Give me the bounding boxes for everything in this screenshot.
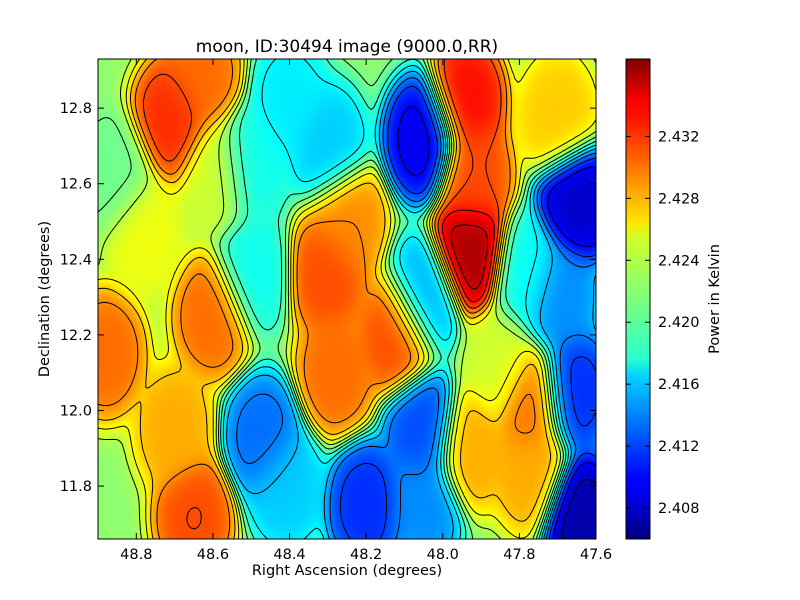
contour-line [222,59,596,539]
x-tick-label: 48.2 [350,547,382,563]
plot-frame [97,58,597,540]
contour-line [220,59,596,539]
contour-line [226,70,596,539]
x-tick-label: 48.8 [120,547,152,563]
y-tick-label: 12.0 [60,403,92,419]
contour-line [98,59,596,539]
plot-area [97,58,597,540]
contour-line [339,85,596,539]
y-axis-label: Declination (degrees) [37,221,53,377]
y-tick-label: 12.6 [60,177,92,193]
colorbar-tick-label: 2.420 [658,315,700,331]
chart-title: moon, ID:30494 image (9000.0,RR) [196,37,498,57]
y-tick-label: 12.8 [60,101,92,117]
colorbar-tick-label: 2.428 [658,191,700,207]
colorbar-tick-label: 2.416 [658,377,700,393]
x-tick-label: 48.6 [197,547,229,563]
contour-line [236,77,596,539]
contour-line [562,478,596,539]
x-tick-label: 47.8 [503,547,535,563]
y-axis: 11.8 12.0 12.2 12.4 12.6 12.8 [60,101,596,495]
colorbar-tick-label: 2.432 [658,129,700,145]
contour-line [397,106,596,539]
contour-line [450,224,489,290]
heatmap-image [98,59,596,539]
contour-line [142,59,502,530]
colorbar-ticks: 2.408 2.412 2.416 2.420 2.424 2.428 2.432 [626,129,700,517]
contour-lines [98,59,596,539]
x-axis-label: Right Ascension (degrees) [252,563,442,579]
contour-line [98,59,536,539]
x-tick-label: 48.4 [273,547,305,563]
colorbar-tick-label: 2.424 [658,253,700,269]
colorbar-tick-label: 2.412 [658,439,700,455]
x-axis: 48.8 48.6 48.4 48.2 48.0 47.8 47.6 [120,59,612,563]
contour-line [98,59,596,539]
contour-line [442,209,495,303]
contour-line [98,59,552,539]
x-tick-label: 48.0 [427,547,459,563]
contour-line [98,59,596,539]
x-tick-label: 47.6 [580,547,612,563]
colorbar-tick-label: 2.408 [658,501,700,517]
colorbar-gradient [625,58,651,540]
y-tick-label: 12.4 [60,252,92,268]
colorbar-label: Power in Kelvin [707,244,723,354]
y-tick-label: 11.8 [60,479,92,495]
colorbar: 2.408 2.412 2.416 2.420 2.424 2.428 2.432 Powe… [625,58,723,540]
y-tick-label: 12.2 [60,328,92,344]
